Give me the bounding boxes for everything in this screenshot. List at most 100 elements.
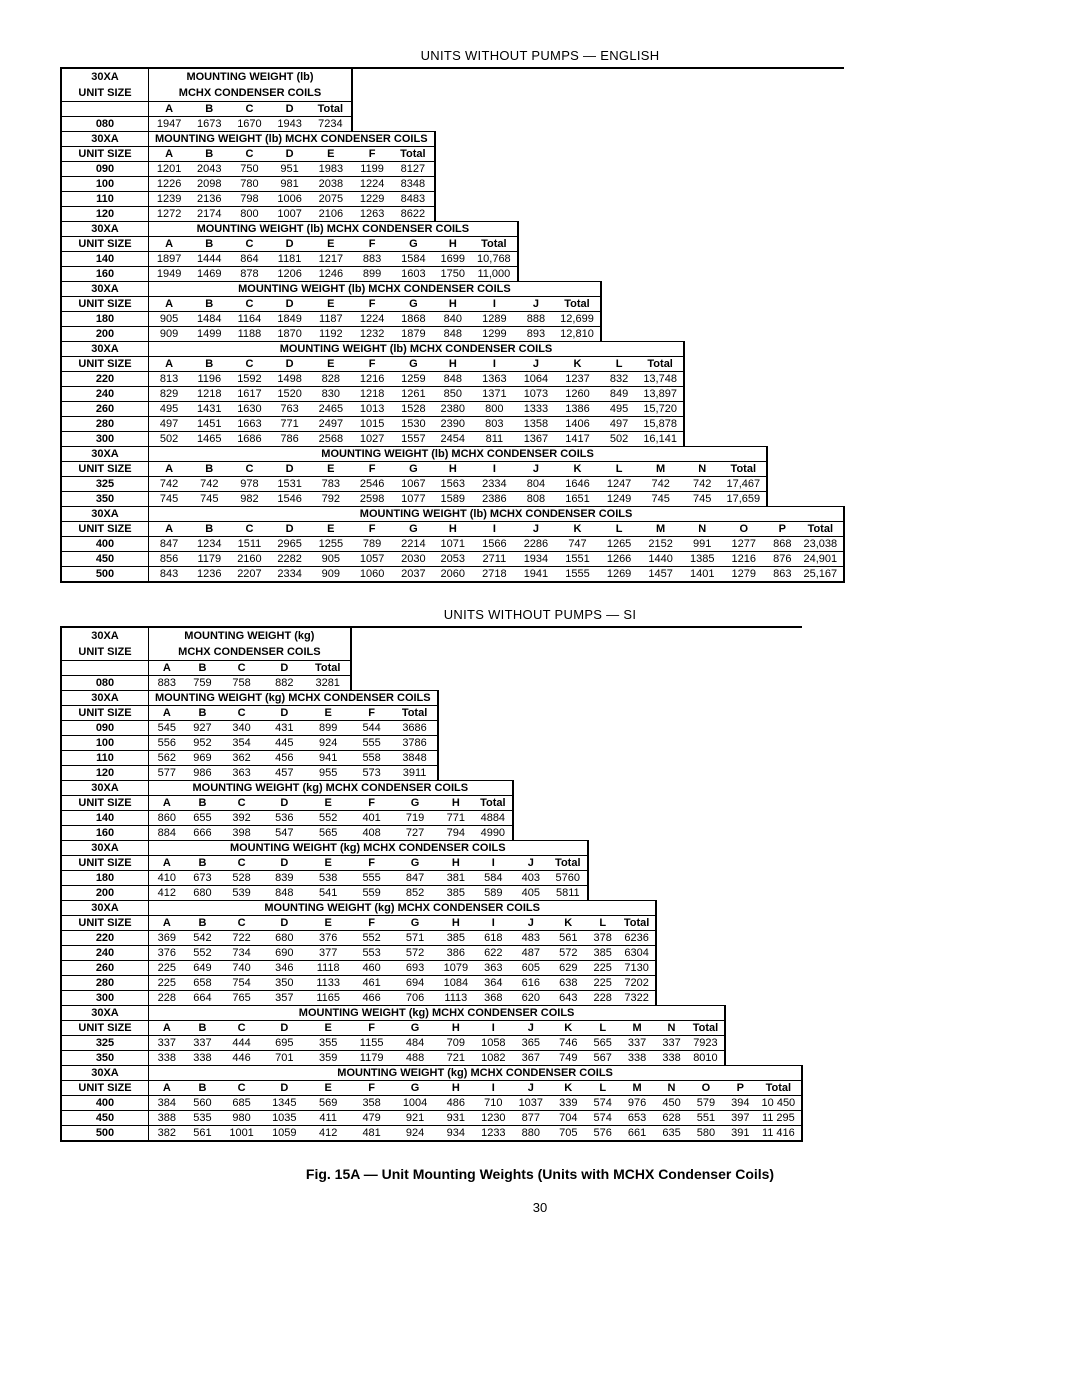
value-cell: 1263 [352,207,392,222]
unit-size-header: UNIT SIZE [61,796,149,811]
value-cell: 1401 [684,567,720,583]
value-cell: 358 [351,1096,393,1111]
column-letter: P [767,522,797,537]
value-cell: 431 [263,721,306,736]
column-letter: K [549,916,587,931]
value-cell: 2030 [392,552,434,567]
column-letter: K [554,462,601,477]
total-cell: 12,699 [554,312,601,327]
value-cell: 1260 [554,387,601,402]
unit-size-cell: 180 [61,871,149,886]
total-cell: 11 295 [756,1111,803,1126]
value-cell: 411 [306,1111,351,1126]
column-letter: E [306,1081,351,1096]
value-cell: 2160 [229,552,269,567]
column-letter: I [471,357,518,372]
unit-size-cell: 160 [61,826,149,841]
column-letter: G [393,916,438,931]
value-cell: 337 [185,1036,221,1051]
column-letter: C [229,102,269,117]
unit-size-header: UNIT SIZE [61,85,149,102]
value-cell: 385 [588,946,618,961]
group-title: MOUNTING WEIGHT (kg) MCHX CONDENSER COIL… [149,1066,803,1081]
value-cell: 391 [725,1126,755,1142]
column-letter: D [270,102,310,117]
total-cell: 8010 [687,1051,725,1066]
unit-size-header: 30XA [61,282,149,297]
total-header: Total [392,147,434,162]
value-cell: 1947 [149,117,190,132]
value-cell: 2386 [471,492,518,507]
column-letter: K [549,1021,587,1036]
column-letter: E [306,1021,351,1036]
column-letter: D [270,522,310,537]
column-letter: E [310,522,352,537]
value-cell: 1983 [310,162,352,177]
total-header: Total [474,796,512,811]
column-letter: H [435,462,471,477]
value-cell: 695 [263,1036,306,1051]
group-title: MOUNTING WEIGHT (lb) [149,68,353,85]
column-letter: B [189,147,229,162]
value-cell: 661 [618,1126,656,1142]
group-title: MOUNTING WEIGHT (lb) MCHX CONDENSER COIL… [149,282,601,297]
column-letter: E [306,916,351,931]
column-letter: L [601,522,637,537]
value-cell: 565 [588,1036,618,1051]
value-cell: 363 [220,766,263,781]
column-letter: F [352,462,392,477]
value-cell: 376 [306,931,351,946]
column-letter: G [393,1081,438,1096]
value-cell: 1179 [189,552,229,567]
value-cell: 536 [263,811,306,826]
value-cell: 883 [149,676,185,691]
column-letter: D [270,462,310,477]
unit-size-cell: 140 [61,252,149,267]
value-cell: 927 [185,721,221,736]
value-cell: 690 [263,946,306,961]
value-cell: 2282 [270,552,310,567]
column-letter: D [263,661,306,676]
value-cell: 539 [220,886,263,901]
value-cell: 2546 [352,477,392,492]
value-cell: 1363 [471,372,518,387]
column-letter: C [220,1021,263,1036]
value-cell: 412 [149,886,185,901]
value-cell: 1385 [684,552,720,567]
value-cell: 1451 [189,417,229,432]
column-letter: C [220,1081,263,1096]
unit-size-cell: 240 [61,946,149,961]
column-letter: P [725,1081,755,1096]
value-cell: 1236 [189,567,229,583]
value-cell: 385 [438,931,474,946]
total-header: Total [618,916,656,931]
unit-size-header: UNIT SIZE [61,916,149,931]
column-letter: E [310,462,352,477]
value-cell: 864 [229,252,269,267]
value-cell: 808 [518,492,554,507]
value-cell: 2106 [310,207,352,222]
unit-size-cell: 300 [61,991,149,1006]
value-cell: 745 [637,492,684,507]
value-cell: 552 [351,931,393,946]
value-cell: 1226 [149,177,190,192]
value-cell: 580 [687,1126,725,1142]
unit-size-cell: 450 [61,1111,149,1126]
value-cell: 2152 [637,537,684,552]
unit-size-cell: 110 [61,192,149,207]
value-cell: 497 [149,417,190,432]
value-cell: 1216 [352,372,392,387]
value-cell: 559 [351,886,393,901]
value-cell: 2718 [471,567,518,583]
column-letter: I [474,1081,512,1096]
value-cell: 1870 [270,327,310,342]
group-title: MOUNTING WEIGHT (lb) MCHX CONDENSER COIL… [149,222,518,237]
value-cell: 794 [438,826,474,841]
value-cell: 1750 [435,267,471,282]
column-letter: H [435,237,471,252]
value-cell: 745 [684,492,720,507]
value-cell: 2965 [270,537,310,552]
total-cell: 17,659 [720,492,767,507]
value-cell: 1431 [189,402,229,417]
column-letter: I [471,297,518,312]
